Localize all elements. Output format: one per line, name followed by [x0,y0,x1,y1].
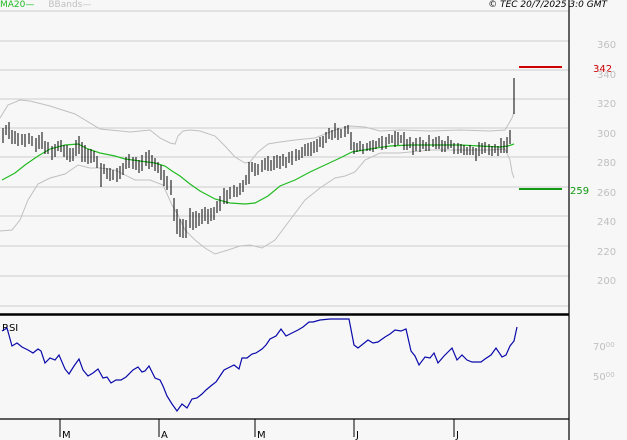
price-axis: 360 340 320 300 280 260 240 220 200 [597,40,616,287]
x-label-m1: M [62,430,71,440]
rsi-line [1,318,518,413]
svg-text:240: 240 [597,217,616,228]
svg-text:320: 320 [597,99,616,110]
svg-text:340: 340 [597,70,616,81]
copyright-timestamp: © TEC 20/7/2025 3:0 GMT [488,0,607,10]
x-label-m2: M [257,430,266,440]
price-gridlines [0,10,569,307]
x-label-j1: J [355,430,359,440]
resistance-label: 342 [593,64,612,75]
chart-legend: MA20— BBands— [0,0,91,10]
svg-text:200: 200 [597,276,616,287]
x-axis [59,419,455,437]
rsi-tick-50: 5000 [593,371,615,383]
legend-ma20: MA20— [0,0,35,10]
svg-text:280: 280 [597,158,616,169]
svg-text:260: 260 [597,188,616,199]
svg-text:360: 360 [597,40,616,51]
rsi-label: RSI [2,323,18,334]
x-label-j2: J [455,430,459,440]
legend-bbands: BBands— [48,0,92,10]
x-label-a: A [161,430,168,440]
rsi-axis: 7000 5000 [593,341,615,383]
svg-text:220: 220 [597,247,616,258]
support-label: 259 [570,186,589,197]
price-bars [2,78,515,238]
rsi-tick-70: 7000 [593,341,615,353]
bband-lower-line [0,148,515,255]
bband-upper-line [0,99,515,164]
svg-text:300: 300 [597,129,616,140]
